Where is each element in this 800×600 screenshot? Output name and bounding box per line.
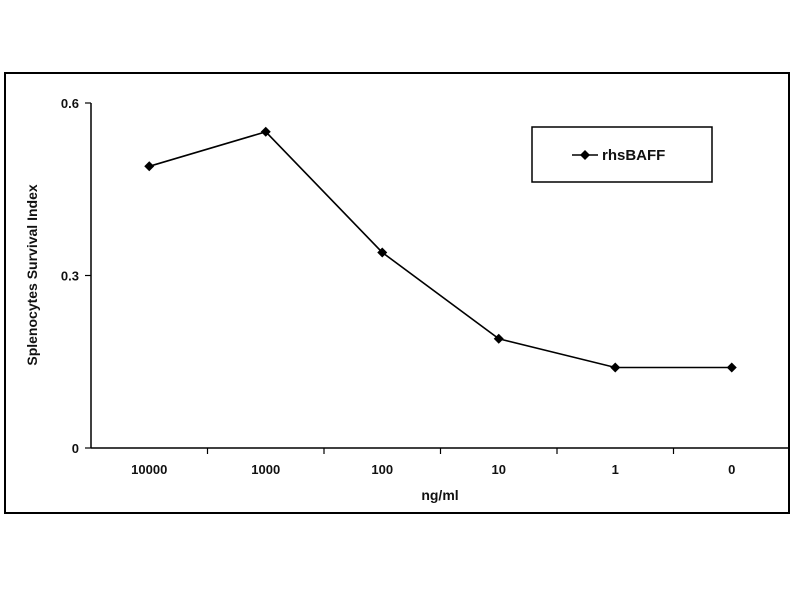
series-line xyxy=(149,130,732,369)
legend-label: rhsBAFF xyxy=(602,147,665,164)
data-point xyxy=(610,362,621,373)
y-tick-label: 0.6 xyxy=(61,96,79,111)
legend-box xyxy=(531,126,713,183)
x-ticks: 10000 1000 100 10 1 0 xyxy=(131,448,735,477)
legend-marker xyxy=(580,150,590,160)
data-point xyxy=(726,362,737,373)
data-point xyxy=(377,247,388,258)
legend: rhsBAFF xyxy=(531,126,713,183)
data-point xyxy=(144,161,155,172)
x-tick-label: 0 xyxy=(728,462,735,477)
data-point xyxy=(493,333,504,344)
y-axis-title: Splenocytes Survival Index xyxy=(24,184,40,366)
x-axis-title: ng/ml xyxy=(421,487,458,503)
x-tick-label: 1000 xyxy=(251,462,280,477)
x-tick-label: 1 xyxy=(612,462,619,477)
y-ticks: 0 0.3 0.6 xyxy=(61,96,91,456)
y-tick-label: 0 xyxy=(72,441,79,456)
data-point xyxy=(260,126,271,137)
y-tick-label: 0.3 xyxy=(61,269,79,284)
x-tick-label: 100 xyxy=(371,462,393,477)
x-tick-label: 10 xyxy=(492,462,506,477)
x-tick-label: 10000 xyxy=(131,462,167,477)
series-layer xyxy=(144,126,737,373)
